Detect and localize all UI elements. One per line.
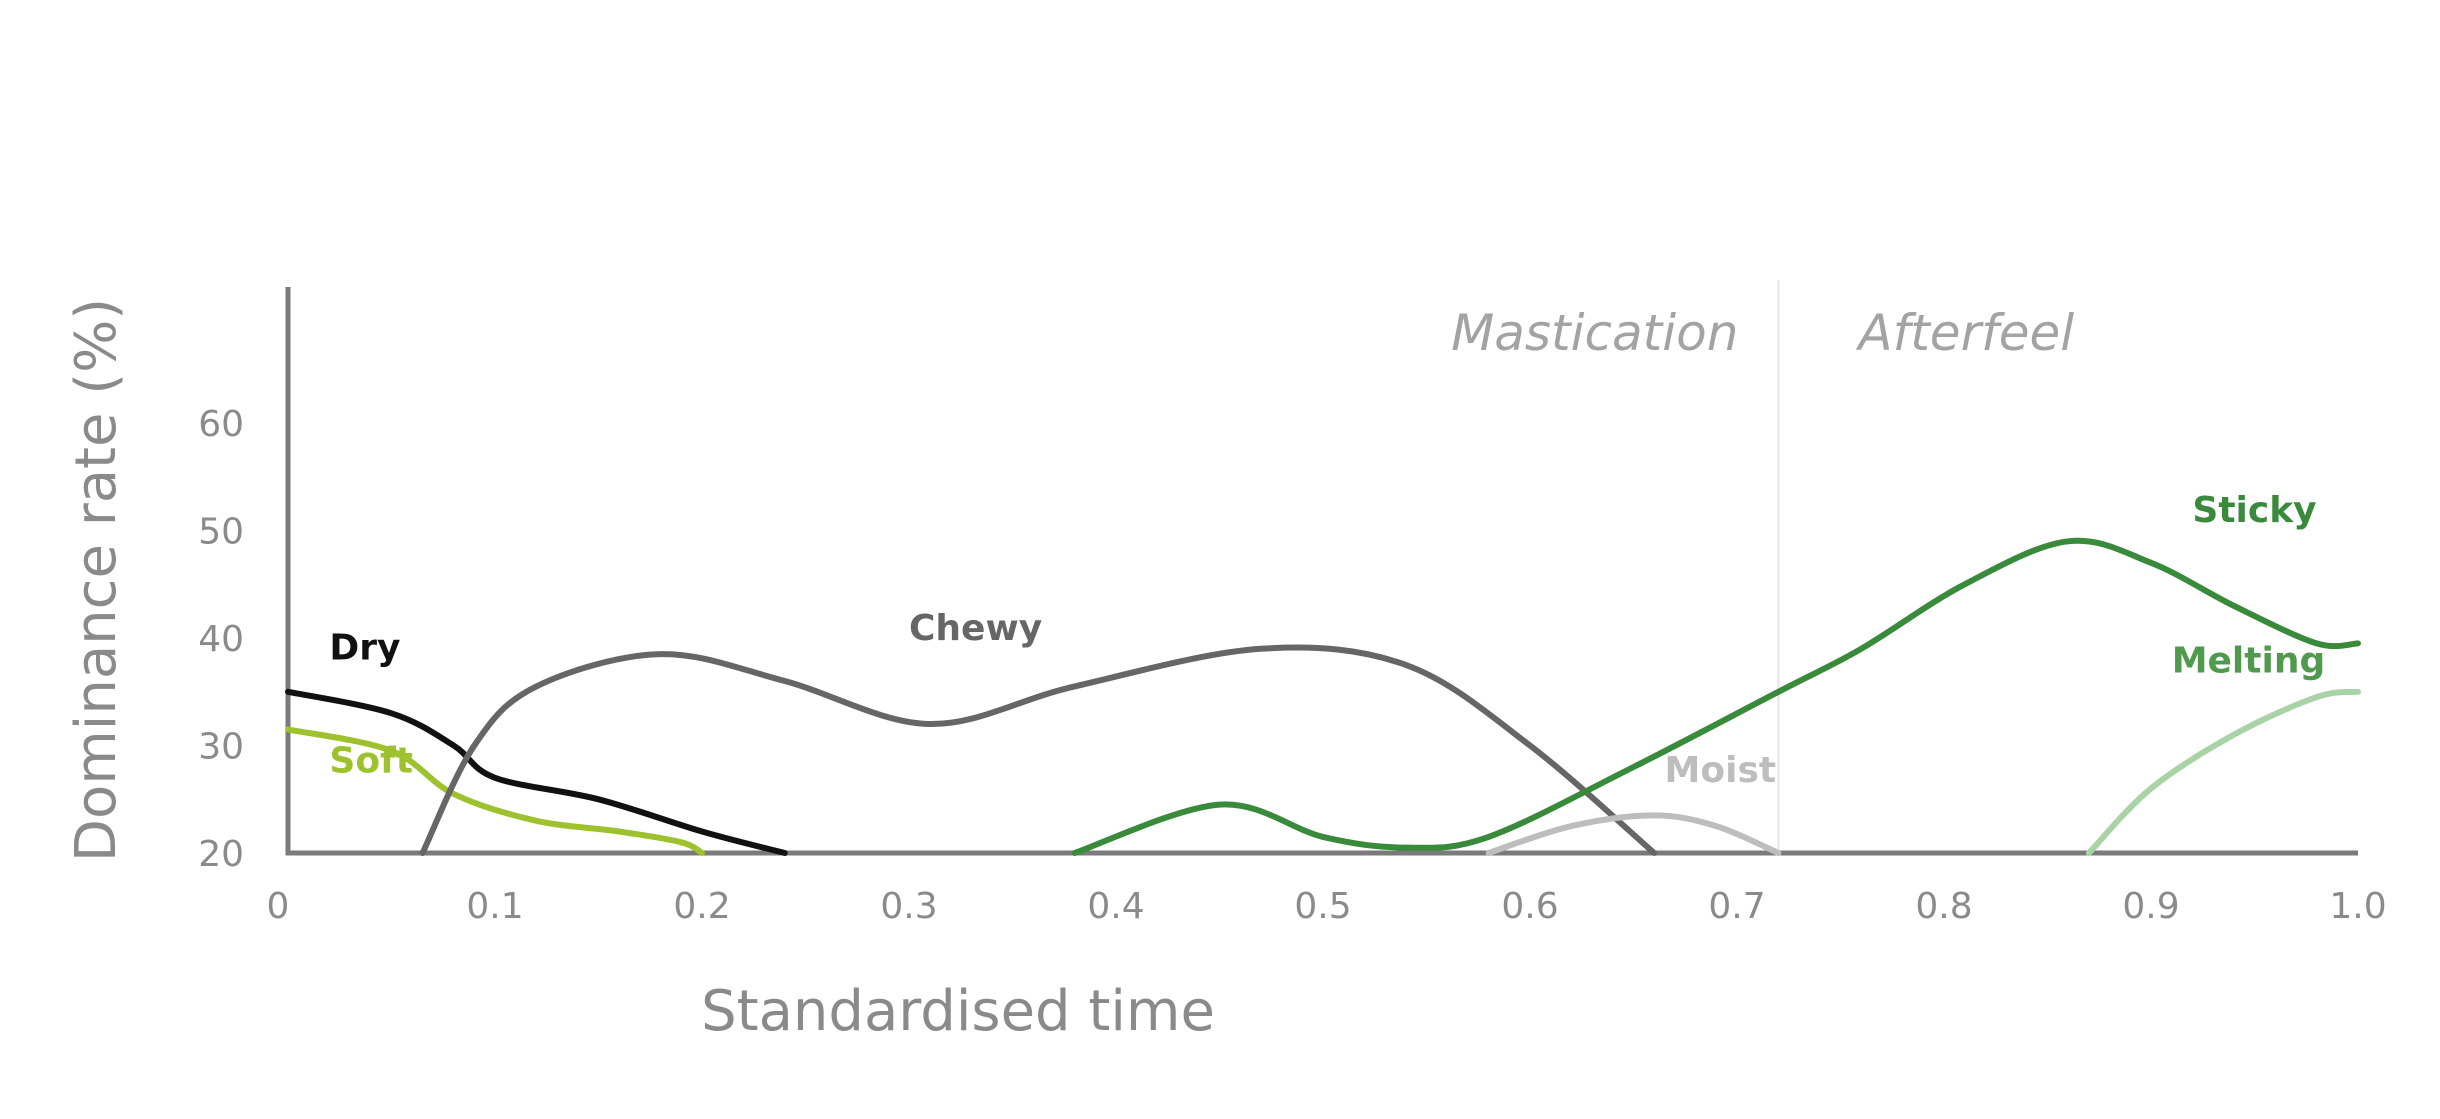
x-tick-label: 0.8 bbox=[1915, 886, 1972, 927]
series-layer bbox=[285, 537, 2361, 856]
series-label-soft: Soft bbox=[329, 740, 413, 781]
series-line-soft bbox=[285, 726, 705, 856]
series-line-chewy bbox=[419, 644, 1658, 856]
x-tick-label: 1.0 bbox=[2329, 886, 2386, 927]
series-label-melting: Melting bbox=[2172, 640, 2326, 681]
series-label-chewy: Chewy bbox=[909, 608, 1042, 649]
phase-label-afterfeel: Afterfeel bbox=[1855, 304, 2074, 362]
series-line-melting bbox=[2085, 688, 2361, 856]
x-tick-label: 0.5 bbox=[1294, 886, 1351, 927]
y-tick-label: 20 bbox=[198, 834, 244, 875]
x-tick-label: 0.3 bbox=[880, 886, 937, 927]
x-tick-label: 0.2 bbox=[673, 886, 730, 927]
y-tick-label: 30 bbox=[198, 727, 244, 768]
series-label-moist: Moist bbox=[1665, 750, 1777, 791]
x-tick-labels: 0 0.1 0.2 0.3 0.4 0.5 0.6 0.7 0.8 0.9 1.0 bbox=[267, 886, 2387, 927]
y-tick-label: 50 bbox=[198, 512, 244, 553]
x-tick-label: 0.6 bbox=[1501, 886, 1558, 927]
x-tick-label: 0 bbox=[267, 886, 290, 927]
x-tick-label: 0.4 bbox=[1087, 886, 1144, 927]
series-label-sticky: Sticky bbox=[2192, 490, 2316, 531]
x-tick-label: 0.7 bbox=[1708, 886, 1765, 927]
x-tick-label: 0.1 bbox=[466, 886, 523, 927]
x-axis-title: Standardised time bbox=[701, 979, 1215, 1044]
series-line-moist bbox=[1485, 812, 1782, 856]
series-line-dry bbox=[285, 688, 788, 856]
y-axis-title: Dominance rate (%) bbox=[64, 298, 129, 862]
y-tick-label: 60 bbox=[198, 404, 244, 445]
y-tick-label: 40 bbox=[198, 619, 244, 660]
x-tick-label: 0.9 bbox=[2122, 886, 2179, 927]
y-tick-labels: 20 30 40 50 60 bbox=[198, 404, 244, 875]
series-label-dry: Dry bbox=[329, 628, 400, 669]
phase-label-mastication: Mastication bbox=[1451, 304, 1738, 362]
series-line-sticky bbox=[1071, 537, 2361, 856]
